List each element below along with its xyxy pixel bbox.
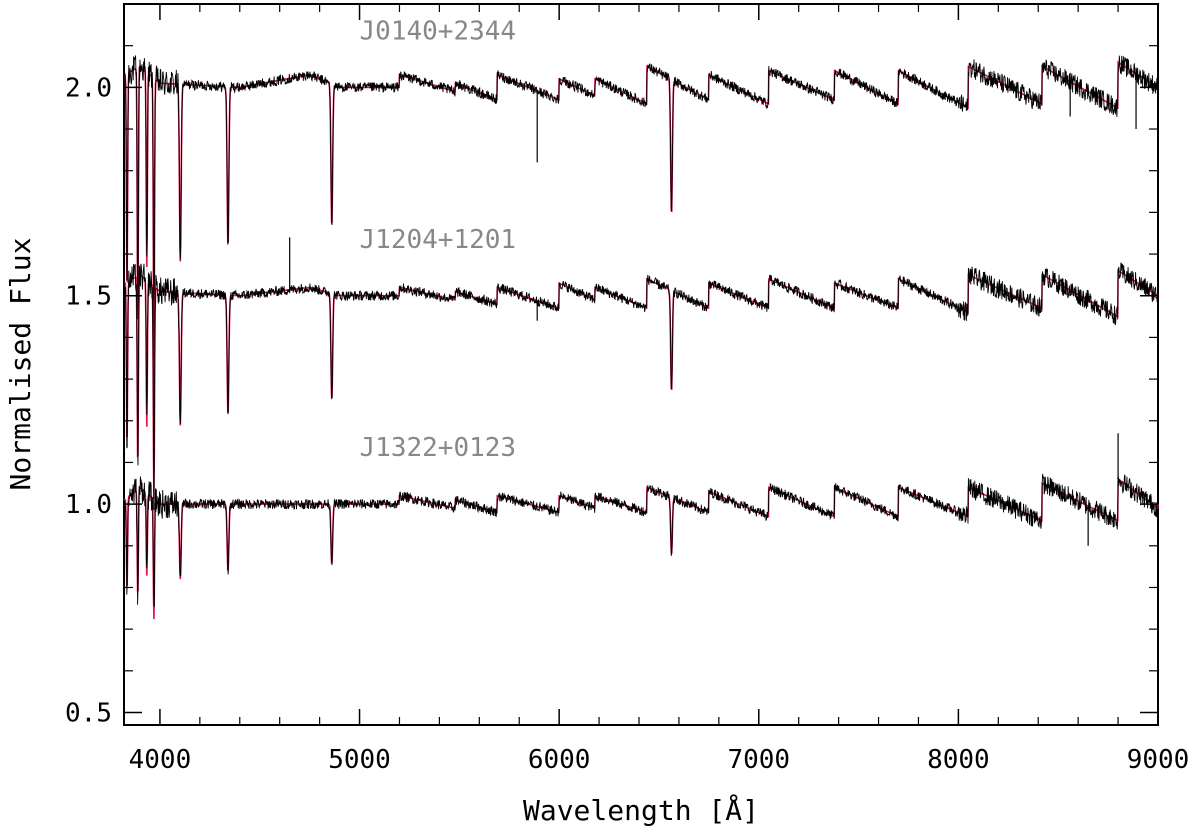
- y-tick-label-1: 1.0: [65, 490, 112, 520]
- x-axis-ticks: 4000 5000 6000 7000 8000 9000: [129, 4, 1190, 775]
- series-label-1: J1204+1201: [360, 225, 517, 255]
- model-line-0: [123, 60, 1159, 362]
- x-tick-label-9000: 9000: [1127, 745, 1190, 775]
- observed-line-1: [123, 262, 1159, 511]
- y-axis-title: Normalised Flux: [4, 238, 37, 491]
- series-J0140+2344: [123, 55, 1159, 363]
- x-tick-label-8000: 8000: [927, 745, 990, 775]
- x-tick-label-6000: 6000: [528, 745, 591, 775]
- x-axis-title: Wavelength [Å]: [523, 793, 759, 827]
- observed-line-0: [123, 55, 1159, 363]
- series-labels: J0140+2344 J1204+1201 J1322+0123: [360, 16, 517, 463]
- y-axis-ticks: 0.5 1.0 1.5 2.0: [65, 45, 1158, 728]
- curves-layer: [123, 55, 1159, 620]
- series-label-2: J1322+0123: [360, 433, 517, 463]
- plot-frame: [123, 3, 1159, 726]
- x-tick-label-4000: 4000: [129, 745, 192, 775]
- series-J1204+1201: [123, 237, 1159, 511]
- y-tick-label-2: 2.0: [65, 73, 112, 103]
- y-tick-label-0.5: 0.5: [65, 698, 112, 728]
- series-label-0: J0140+2344: [360, 16, 517, 46]
- x-tick-label-5000: 5000: [328, 745, 391, 775]
- observed-line-2: [123, 473, 1159, 608]
- x-tick-label-7000: 7000: [727, 745, 790, 775]
- y-tick-label-1.5: 1.5: [65, 282, 112, 312]
- series-J1322+0123: [123, 433, 1159, 620]
